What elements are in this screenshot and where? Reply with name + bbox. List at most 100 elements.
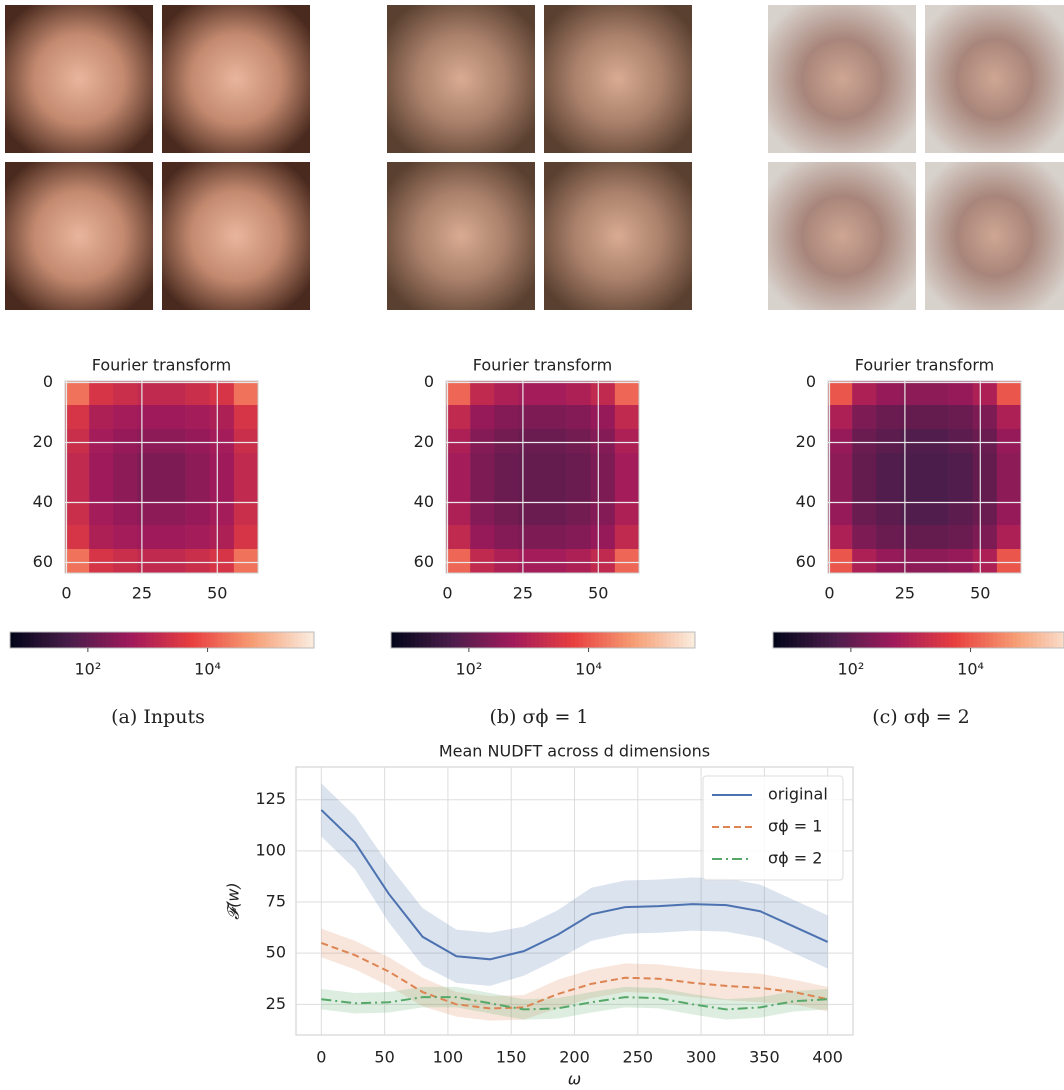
y-axis-label: 𝓕(w) [224,882,243,919]
heatmap-cell [233,381,259,406]
colorbar-step [957,632,962,648]
colorbar-step [50,632,55,648]
heatmap-cell [996,405,1022,430]
colorbar-step [933,632,938,648]
x-tick-label: 250 [623,1048,654,1067]
colorbar-step [635,632,640,648]
heatmap-cell [852,381,877,406]
heatmap-cell [518,429,543,454]
heatmap-cell [614,549,640,574]
colorbar-step [1025,632,1030,648]
heatmap-cell [948,429,974,454]
line [320,809,829,961]
colorbar-step [781,632,786,648]
colorbar-step [785,632,790,648]
x-tick-label: 50 [588,584,608,603]
caption: (a) Inputs [111,706,205,728]
heatmap-cell [542,477,567,502]
colorbar-step [130,632,135,648]
colorbar-step [174,632,179,648]
colorbar-step [659,632,664,648]
heatmap-cell [446,477,471,502]
heatmap-cell [470,381,495,406]
colorbar-step [773,632,778,648]
heatmap-cell [494,549,519,574]
colorbar-step [905,632,910,648]
colorbar-step [889,632,894,648]
colorbar-step [86,632,91,648]
heatmap-cell [828,477,853,502]
colorbar-step [515,632,520,648]
heatmap-cell [590,549,616,574]
colorbar-step [821,632,826,648]
heatmap-cell [446,525,471,550]
heatmap-cell [470,453,495,478]
colorbar-step [134,632,139,648]
colorbar-step [611,632,616,648]
heatmap-cell [161,381,186,406]
heatmap-cell [65,429,90,454]
colorbar-step [1045,632,1050,648]
colorbar-frame [772,631,1064,649]
heatmap-cell [185,453,211,478]
colorbar-step [258,632,263,648]
heatmap-cell [209,405,235,430]
legend-label: σϕ = 2 [768,849,822,868]
colorbar-step [1033,632,1038,648]
heatmap-cell [185,501,211,526]
colorbar-step [90,632,95,648]
heatmap-cell [137,501,162,526]
colorbar-step [985,632,990,648]
colorbar-step [1049,632,1054,648]
colorbar-step [1001,632,1006,648]
heatmap-cell [89,405,114,430]
heatmap-cell [161,429,186,454]
colorbar-step [463,632,468,648]
colorbar-step [242,632,247,648]
heatmap-cell [494,525,519,550]
colorbar-step [865,632,870,648]
heatmap-cell [852,453,877,478]
heatmap-cell [137,429,162,454]
colorbar-step [663,632,668,648]
legend-label: original [768,785,828,804]
line [320,941,828,1010]
colorbar-step [885,632,890,648]
colorbar-step [643,632,648,648]
heatmap-cell [209,453,235,478]
heatmap-cell [446,549,471,574]
heatmap-cell [996,381,1022,406]
heatmap-cell [996,549,1022,574]
heatmap-cell [185,525,211,550]
heatmap-cell [89,477,114,502]
heatmap-cell [924,453,949,478]
colorbar-step [298,632,303,648]
heatmap-cell [900,525,925,550]
heatmap-cell [233,453,259,478]
x-axis-label: ω [568,1070,581,1089]
x-tick-label: 400 [812,1048,843,1067]
colorbar-step [861,632,866,648]
colorbar-step [294,632,299,648]
x-tick-label: 350 [749,1048,780,1067]
face-image [5,162,153,310]
colorbar-step [801,632,806,648]
colorbar-frame [390,631,696,649]
heatmap-cell [89,549,114,574]
colorbar-tick-label: 10² [74,660,101,679]
colorbar-step [439,632,444,648]
colorbar-step [182,632,187,648]
heatmap-cell [494,429,519,454]
heatmap-cell [89,453,114,478]
colorbar-step [427,632,432,648]
colorbar-step [519,632,524,648]
colorbar-step [487,632,492,648]
heatmap-cell [446,453,471,478]
heatmap-cell [828,525,853,550]
colorbar-step [535,632,540,648]
heatmap-cell [828,549,853,574]
colorbar-step [993,632,998,648]
y-tick-label: 60 [414,552,434,571]
heatmap-cell [185,405,211,430]
colorbar-step [114,632,119,648]
